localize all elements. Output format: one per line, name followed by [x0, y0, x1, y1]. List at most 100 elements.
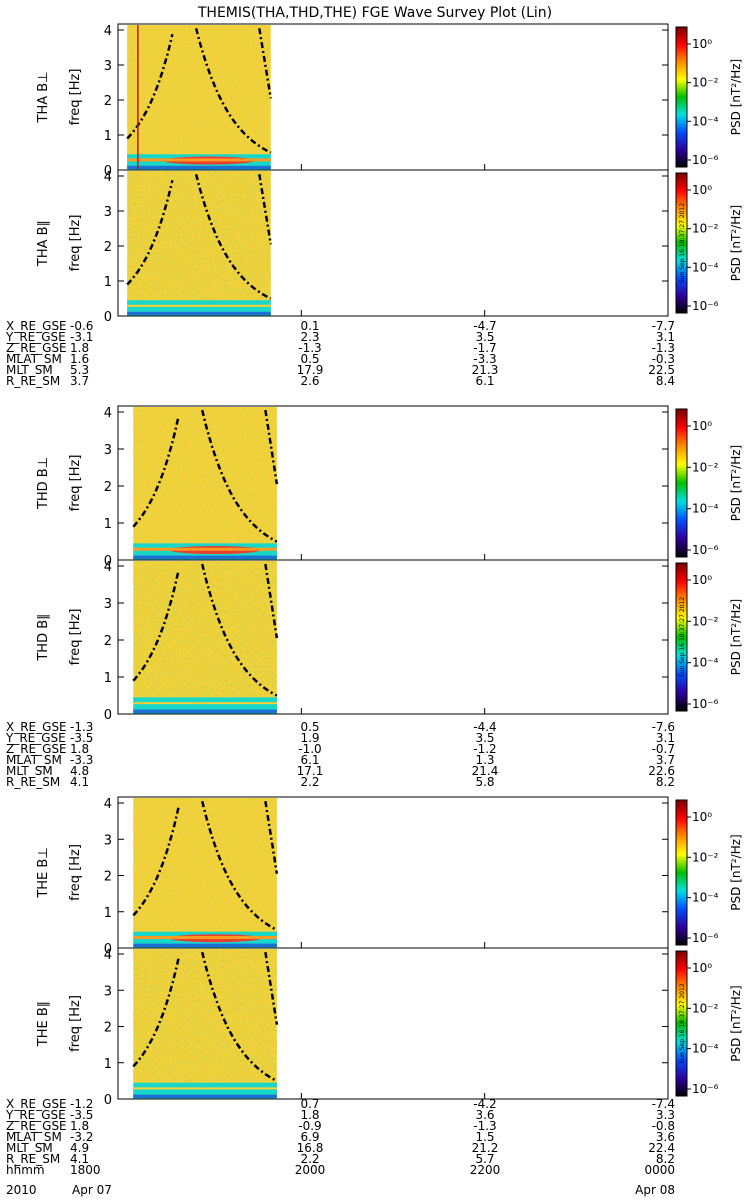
- ephemeris-value: 3.6: [475, 1108, 494, 1122]
- start-date: Apr 07: [72, 1183, 112, 1197]
- curve-left: [132, 570, 180, 682]
- ephemeris-value: -3.5: [70, 1108, 93, 1122]
- ephemeris-row: Y_RE_GSE -3.5 1.9 3.5 3.1: [5, 731, 675, 745]
- ephemeris-value: 0.7: [300, 1097, 319, 1111]
- spectrogram-panel: 0 1 2 3 4 freq [Hz] THA B⊥ 10⁰ 10⁻² 10⁻⁴ 10⁻⁶ PSD […: [36, 23, 743, 179]
- y-tick-label: 0: [104, 708, 112, 723]
- colorbar-label: PSD [nT²/Hz]: [729, 445, 743, 521]
- y-axis-label: freq [Hz]: [68, 609, 83, 666]
- ephemeris-value: 2.2: [300, 1152, 319, 1166]
- ephemeris-value: 0.1: [300, 319, 319, 333]
- ephemeris-label: Z_RE_GSE: [6, 341, 67, 355]
- ephemeris-value: 3.5: [475, 731, 494, 745]
- y-tick-label: 1: [104, 671, 112, 686]
- ephemeris-value: 1.5: [475, 1130, 494, 1144]
- ephemeris-value: 1.8: [300, 1108, 319, 1122]
- ephemeris-row: Y_RE_GSE -3.1 2.3 3.5 3.1: [5, 330, 675, 344]
- y-tick-label: 1: [104, 1057, 112, 1072]
- colorbar: [675, 562, 688, 712]
- panel-label: THE B∥: [36, 1001, 51, 1047]
- y-tick-label: 3: [104, 833, 112, 848]
- low-freq-floor: [127, 165, 271, 169]
- curve-right: [194, 173, 272, 300]
- colorbar-tick-label: 10⁻⁶: [692, 1082, 719, 1096]
- ephemeris-value: 4.1: [70, 1152, 89, 1166]
- date-row: 2010 Apr 07 Apr 08: [6, 1183, 675, 1197]
- y-tick-label: 2: [104, 870, 112, 885]
- colorbar-tick-label: 10⁻⁴: [692, 1042, 719, 1056]
- spectrogram-texture-low: [127, 25, 271, 169]
- y-tick-label: 4: [104, 948, 112, 963]
- plot-frame: [117, 559, 669, 715]
- ephemeris-value: 3.3: [656, 1108, 675, 1122]
- ephemeris-table: X_RE_GSE -0.6 0.1 -4.7 -7.7 Y_RE_GSE -3.1 2.3 3.…: [5, 319, 675, 388]
- ephemeris-row: MLT_SM 4.8 17.1 21.4 22.6: [6, 764, 675, 778]
- ephemeris-value: 17.1: [297, 764, 324, 778]
- ephemeris-label: MLT_SM: [6, 363, 53, 377]
- curve-right: [200, 800, 278, 932]
- ephemeris-value: -3.2: [70, 1130, 93, 1144]
- ephemeris-label: MLT_SM: [6, 764, 53, 778]
- ephemeris-value: -1.3: [298, 341, 321, 355]
- curve-left: [126, 33, 174, 140]
- ephemeris-value: -3.5: [70, 731, 93, 745]
- low-freq-floor: [133, 943, 277, 947]
- ephemeris-row: R_RE_SM 4.1 2.2 5.7 8.2: [6, 1152, 675, 1166]
- ephemeris-value: 2000: [295, 1163, 326, 1177]
- ephemeris-row: Z_RE_GSE 1.8 -1.3 -1.7 -1.3: [6, 341, 675, 355]
- timestamp-stamp: Sun Sep 16 18:37:27 2012: [679, 983, 686, 1063]
- curve-outer: [264, 409, 279, 485]
- colorbar-tick-label: 10⁻⁴: [692, 114, 719, 128]
- curve-outer: [264, 951, 279, 1025]
- ephemeris-value: 2.6: [300, 374, 319, 388]
- yellow-line: [133, 702, 277, 705]
- colorbar-label: PSD [nT²/Hz]: [729, 599, 743, 675]
- colorbar-tick-label: 10⁻⁶: [692, 153, 719, 167]
- colorbar-label: PSD [nT²/Hz]: [729, 834, 743, 910]
- y-tick-label: 0: [104, 942, 112, 957]
- colorbar-tick-label: 10⁻²: [692, 222, 719, 236]
- colorbar: [675, 799, 688, 946]
- colorbar-tick-label: 10⁻²: [692, 460, 719, 474]
- y-tick-label: 4: [104, 797, 112, 812]
- ephemeris-row: Y_RE_GSE -3.5 1.8 3.6 3.3: [5, 1108, 675, 1122]
- ephemeris-value: 4.8: [70, 764, 89, 778]
- ephemeris-value: -1.2: [473, 742, 496, 756]
- ephemeris-value: -7.4: [652, 1097, 675, 1111]
- colorbar: [675, 408, 688, 558]
- colorbar-label: PSD [nT²/Hz]: [729, 59, 743, 135]
- ephemeris-value: 21.3: [472, 363, 499, 377]
- ephemeris-value: 1.8: [70, 341, 89, 355]
- colorbar-tick-label: 10⁻⁶: [692, 931, 719, 945]
- ephemeris-value: 0.5: [300, 352, 319, 366]
- spectrogram-panel: 0 1 2 3 4 freq [Hz] THD B⊥ 10⁰ 10⁻² 10⁻⁴ 10⁻⁶ PSD […: [36, 405, 743, 569]
- ephemeris-row: R_RE_SM 4.1 2.2 5.8 8.2: [6, 775, 675, 789]
- ephemeris-value: -4.4: [473, 720, 496, 734]
- ephemeris-label: X_RE_GSE: [6, 319, 67, 333]
- panel-label: THE B⊥: [36, 847, 51, 898]
- plot-frame: [117, 169, 669, 317]
- colorbar-tick-label: 10⁻²: [692, 850, 719, 864]
- colorbar: [675, 172, 688, 314]
- ephemeris-table: X_RE_GSE -1.3 0.5 -4.4 -7.6 Y_RE_GSE -3.5 1.9 3.…: [5, 720, 675, 789]
- ephemeris-row: Z_RE_GSE 1.8 -0.9 -1.3 -0.8: [6, 1119, 675, 1133]
- y-axis-label: freq [Hz]: [68, 455, 83, 512]
- curve-right: [200, 409, 278, 543]
- ephemeris-value: 0000: [644, 1163, 675, 1177]
- curve-left: [132, 958, 180, 1068]
- curve-left: [132, 416, 180, 528]
- ephemeris-row: R_RE_SM 3.7 2.6 6.1 8.4: [6, 374, 675, 388]
- y-axis-label: freq [Hz]: [68, 844, 83, 901]
- y-tick-label: 4: [104, 560, 112, 575]
- y-tick-label: 4: [104, 406, 112, 421]
- ephemeris-value: 2.3: [300, 330, 319, 344]
- ephemeris-value: -1.2: [70, 1097, 93, 1111]
- y-tick-label: 2: [104, 480, 112, 495]
- colorbar-tick-label: 10⁻⁴: [692, 260, 719, 274]
- colorbar-tick-label: 10⁰: [692, 37, 712, 51]
- y-axis-label: freq [Hz]: [68, 69, 83, 126]
- ephemeris-value: -1.3: [473, 1119, 496, 1133]
- spectrogram-panel: 0 1 2 3 4 freq [Hz] THD B∥ 10⁰ 10⁻² 10⁻⁴ 10⁻⁶ PSD […: [36, 559, 743, 723]
- ephemeris-value: -0.8: [652, 1119, 675, 1133]
- ephemeris-value: -1.0: [298, 742, 321, 756]
